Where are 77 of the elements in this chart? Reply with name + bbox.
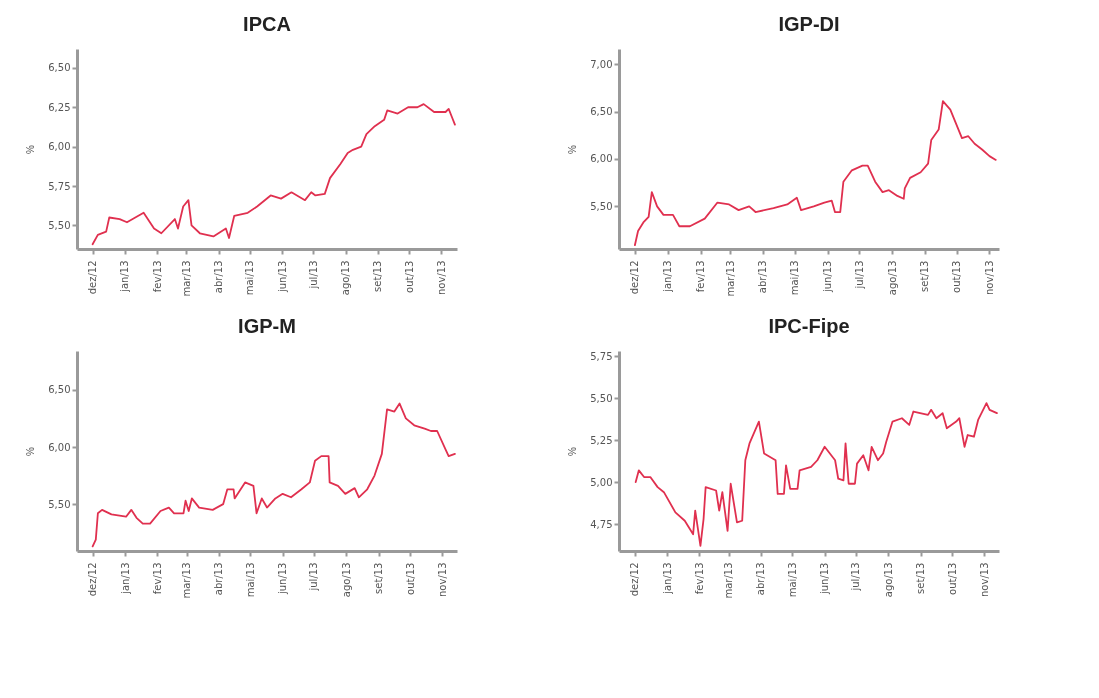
y-tick-label: 5,50 <box>590 200 613 212</box>
x-tick-label: mai/13 <box>786 562 798 598</box>
line-series <box>633 100 997 247</box>
y-axis-title: % <box>25 144 37 154</box>
x-tick-label: jun/13 <box>276 260 288 294</box>
x-tick-label: nov/13 <box>436 562 448 597</box>
chart-title: IGP-M <box>238 315 296 337</box>
x-tick-label: mai/13 <box>244 260 256 296</box>
line-series <box>91 402 456 548</box>
x-tick-label: mar/13 <box>723 562 735 599</box>
y-tick-label: 6,50 <box>48 62 71 74</box>
x-tick-label: set/13 <box>373 562 385 594</box>
y-tick-label: 6,00 <box>590 153 613 165</box>
x-tick-label: set/13 <box>372 260 384 292</box>
chart-title: IPC-Fipe <box>768 315 850 337</box>
x-tick-label: out/13 <box>946 562 958 595</box>
x-tick-label: out/13 <box>403 260 415 293</box>
chart-title: IGP-DI <box>778 13 840 35</box>
x-tick-label: set/13 <box>915 562 927 594</box>
x-tick-label: ago/13 <box>886 260 898 296</box>
x-tick-label: abr/13 <box>213 260 225 294</box>
x-tick-label: jul/13 <box>853 260 865 290</box>
y-tick-label: 6,25 <box>48 101 71 113</box>
x-tick-label: mar/13 <box>724 260 736 297</box>
y-tick-label: 5,75 <box>48 180 71 192</box>
x-tick-label: jul/13 <box>850 562 862 592</box>
y-tick-label: 6,00 <box>48 141 71 153</box>
x-tick-label: mai/13 <box>244 562 256 598</box>
x-tick-label: fev/13 <box>151 260 163 293</box>
x-tick-label: set/13 <box>919 260 931 292</box>
x-tick-label: mai/13 <box>789 260 801 296</box>
y-tick-label: 6,50 <box>590 106 613 118</box>
x-tick-label: ago/13 <box>882 562 894 598</box>
y-axis-title: % <box>25 446 37 456</box>
y-tick-label: 5,50 <box>48 219 71 231</box>
x-tick-label: jul/13 <box>308 562 320 592</box>
y-axis-title: % <box>567 446 579 456</box>
y-tick-label: 4,75 <box>590 518 613 530</box>
x-tick-label: out/13 <box>404 562 416 595</box>
y-tick-label: 6,00 <box>48 441 71 453</box>
x-tick-label: jan/13 <box>119 562 131 595</box>
x-tick-label: ago/13 <box>340 562 352 598</box>
x-tick-label: abr/13 <box>213 562 225 596</box>
y-axis-title: % <box>567 144 579 154</box>
chart-title: IPCA <box>243 13 291 35</box>
x-tick-label: out/13 <box>951 260 963 293</box>
x-tick-label: jul/13 <box>307 260 319 290</box>
y-tick-label: 5,50 <box>48 498 71 510</box>
x-tick-label: jan/13 <box>661 562 673 595</box>
x-tick-label: dez/12 <box>629 562 641 597</box>
x-tick-label: dez/12 <box>87 260 99 295</box>
x-tick-label: jun/13 <box>819 562 831 596</box>
x-tick-label: nov/13 <box>978 562 990 597</box>
x-tick-label: fev/13 <box>151 562 163 595</box>
x-tick-label: dez/12 <box>87 562 99 597</box>
x-tick-label: jun/13 <box>277 562 289 596</box>
x-tick-label: fev/13 <box>695 260 706 293</box>
x-tick-label: jan/13 <box>662 260 674 293</box>
y-tick-label: 5,00 <box>590 476 613 488</box>
y-tick-label: 6,50 <box>48 384 71 396</box>
y-tick-label: 5,25 <box>590 434 613 446</box>
y-tick-label: 5,75 <box>590 350 613 362</box>
x-tick-label: mar/13 <box>180 260 192 297</box>
x-tick-label: jun/13 <box>822 260 834 294</box>
x-tick-label: mar/13 <box>181 562 193 599</box>
y-tick-label: 7,00 <box>590 58 613 70</box>
x-tick-label: nov/13 <box>983 260 995 295</box>
x-tick-label: dez/12 <box>629 260 641 295</box>
x-tick-label: jan/13 <box>119 260 131 293</box>
line-series <box>91 103 456 246</box>
x-tick-label: abr/13 <box>757 260 769 294</box>
x-tick-label: nov/13 <box>435 260 447 295</box>
y-tick-label: 5,50 <box>590 392 613 404</box>
x-tick-label: abr/13 <box>755 562 767 596</box>
x-tick-label: ago/13 <box>340 260 352 296</box>
x-tick-label: fev/13 <box>693 562 705 595</box>
line-series <box>634 402 998 547</box>
